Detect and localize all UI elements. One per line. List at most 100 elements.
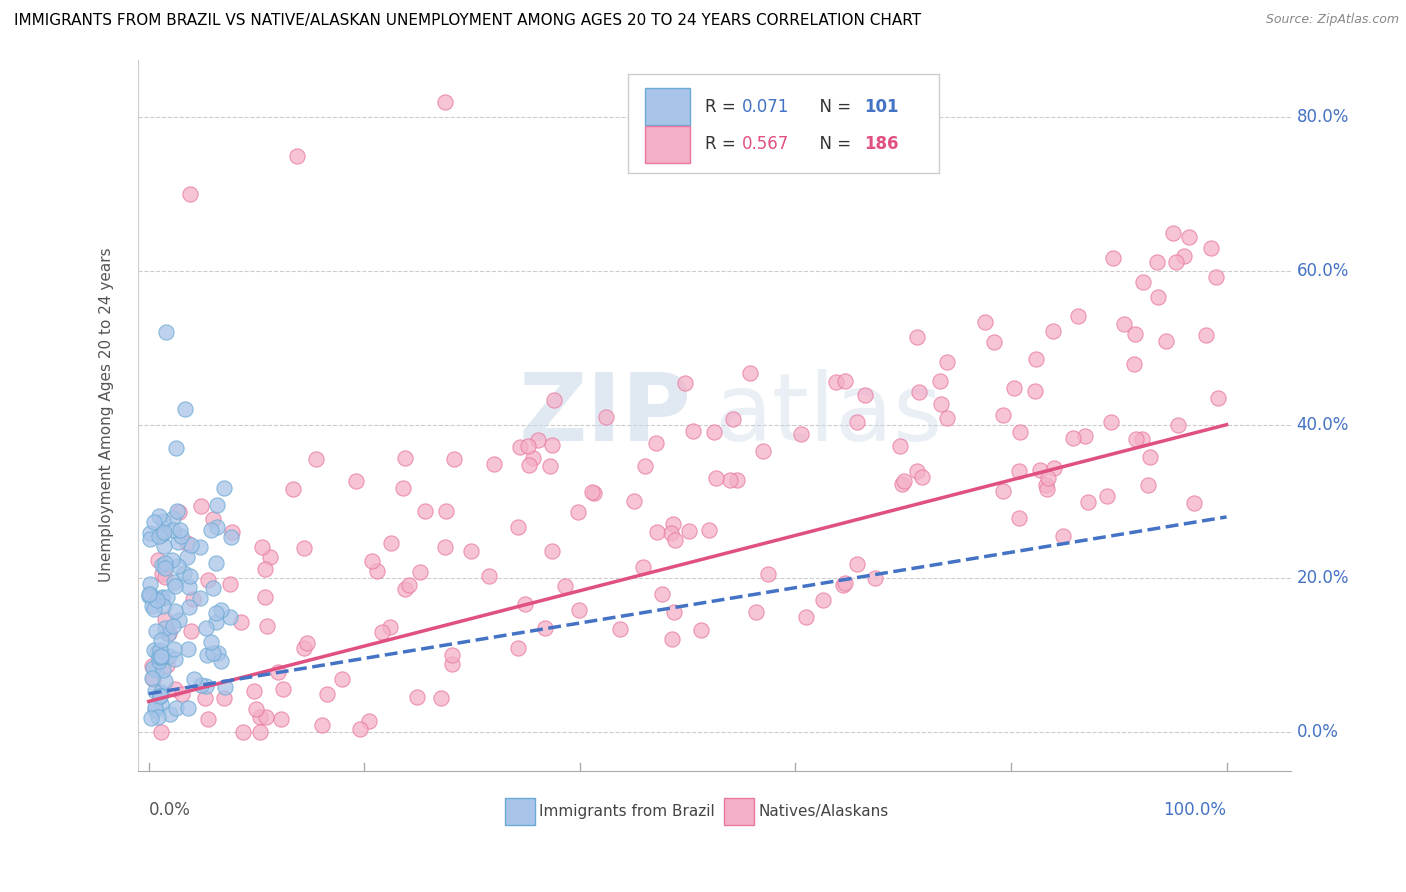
Point: [167, 559, 190, 574]
Point: [440, 648, 463, 662]
Point: [190, 591, 212, 606]
Text: N =: N =: [810, 136, 856, 153]
Point: [180, 538, 202, 552]
Point: [1007, 510, 1029, 524]
Point: [581, 485, 603, 500]
Point: [929, 396, 952, 410]
Text: 0.071: 0.071: [742, 97, 790, 116]
Point: [651, 587, 673, 601]
Point: [891, 476, 914, 491]
Point: [176, 550, 198, 565]
Point: [190, 678, 212, 692]
Point: [153, 570, 176, 584]
Point: [202, 646, 225, 660]
Point: [1132, 276, 1154, 290]
Point: [360, 554, 382, 568]
Point: [1099, 415, 1122, 429]
Text: 60.0%: 60.0%: [1296, 262, 1348, 280]
Point: [183, 672, 205, 686]
FancyBboxPatch shape: [628, 74, 939, 173]
Point: [1167, 418, 1189, 433]
Point: [219, 530, 242, 544]
Text: Natives/Alaskans: Natives/Alaskans: [758, 805, 889, 820]
Point: [150, 591, 173, 606]
Point: [1125, 433, 1147, 447]
Point: [508, 640, 530, 655]
Text: N =: N =: [810, 97, 856, 116]
Point: [1146, 290, 1168, 304]
Point: [1137, 478, 1160, 492]
Point: [1102, 251, 1125, 265]
Point: [703, 425, 725, 440]
Point: [201, 512, 224, 526]
Point: [173, 402, 195, 417]
Point: [1035, 478, 1057, 492]
Point: [1195, 328, 1218, 343]
Point: [1095, 489, 1118, 503]
Point: [905, 330, 928, 344]
Point: [156, 657, 179, 672]
Point: [162, 511, 184, 525]
Point: [142, 602, 165, 616]
Point: [145, 624, 167, 638]
Point: [152, 539, 174, 553]
Text: 101: 101: [865, 97, 898, 116]
Point: [139, 526, 162, 541]
Point: [623, 493, 645, 508]
Point: [141, 659, 163, 673]
Point: [205, 556, 228, 570]
Point: [366, 564, 388, 578]
Point: [139, 711, 162, 725]
Point: [392, 481, 415, 495]
Point: [1139, 450, 1161, 464]
Point: [148, 654, 170, 668]
Point: [143, 683, 166, 698]
Point: [595, 409, 617, 424]
Point: [662, 516, 685, 531]
Point: [167, 505, 190, 519]
Point: [149, 642, 172, 657]
Point: [1024, 384, 1046, 399]
Point: [200, 635, 222, 649]
Point: [509, 440, 531, 454]
Point: [1122, 357, 1144, 371]
Text: 0.567: 0.567: [742, 136, 790, 153]
Y-axis label: Unemployment Among Ages 20 to 24 years: Unemployment Among Ages 20 to 24 years: [100, 248, 114, 582]
Point: [194, 621, 217, 635]
Point: [179, 187, 201, 202]
Point: [538, 458, 561, 473]
Point: [145, 663, 167, 677]
Text: 20.0%: 20.0%: [1296, 569, 1350, 588]
Point: [197, 712, 219, 726]
Point: [153, 612, 176, 626]
Point: [177, 701, 200, 715]
Point: [1199, 241, 1222, 255]
Point: [253, 590, 276, 604]
Point: [145, 593, 167, 607]
Point: [1035, 482, 1057, 496]
Point: [146, 710, 169, 724]
Point: [704, 471, 727, 485]
Point: [515, 597, 537, 611]
Point: [813, 592, 835, 607]
Point: [169, 523, 191, 537]
Point: [141, 599, 163, 613]
Point: [139, 533, 162, 547]
Point: [1002, 381, 1025, 395]
Point: [181, 591, 204, 606]
Point: [394, 450, 416, 465]
Point: [207, 499, 229, 513]
Point: [645, 436, 668, 450]
Point: [433, 540, 456, 554]
Point: [1146, 255, 1168, 269]
Point: [179, 580, 201, 594]
Point: [440, 657, 463, 672]
Point: [460, 544, 482, 558]
Point: [1123, 326, 1146, 341]
Text: R =: R =: [706, 97, 741, 116]
FancyBboxPatch shape: [724, 797, 754, 825]
Point: [149, 725, 172, 739]
Point: [167, 613, 190, 627]
FancyBboxPatch shape: [645, 88, 690, 125]
Point: [554, 579, 576, 593]
